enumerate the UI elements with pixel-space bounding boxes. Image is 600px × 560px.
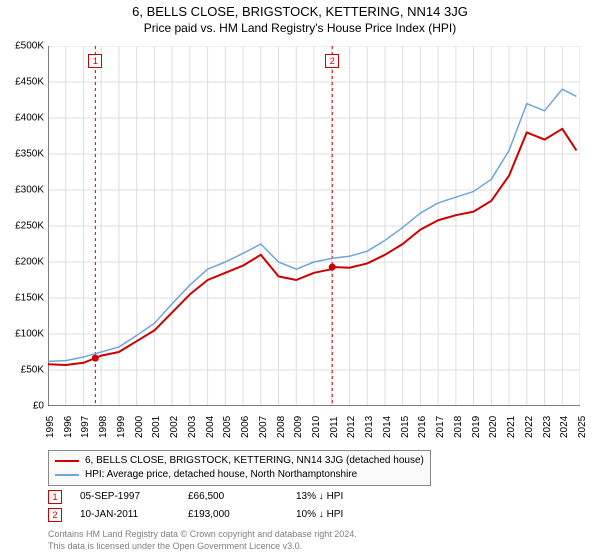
x-tick-label: 2008 xyxy=(276,416,287,438)
chart-marker-label: 2 xyxy=(325,54,339,68)
x-tick-label: 2018 xyxy=(453,416,464,438)
y-tick-label: £400K xyxy=(15,113,44,124)
transaction-delta: 10% ↓ HPI xyxy=(296,506,386,524)
x-tick-label: 2005 xyxy=(222,416,233,438)
x-tick-label: 2020 xyxy=(488,416,499,438)
legend-label: HPI: Average price, detached house, Nort… xyxy=(85,468,357,482)
x-tick-label: 2009 xyxy=(293,416,304,438)
transaction-date: 10-JAN-2011 xyxy=(80,506,170,524)
x-tick-label: 2012 xyxy=(346,416,357,438)
transaction-delta: 13% ↓ HPI xyxy=(296,488,386,506)
x-tick-label: 2025 xyxy=(577,416,588,438)
x-tick-label: 2022 xyxy=(524,416,535,438)
y-tick-label: £0 xyxy=(33,401,44,412)
x-tick-label: 2015 xyxy=(400,416,411,438)
x-tick-label: 1995 xyxy=(45,416,56,438)
titles: 6, BELLS CLOSE, BRIGSTOCK, KETTERING, NN… xyxy=(0,0,600,35)
page-title: 6, BELLS CLOSE, BRIGSTOCK, KETTERING, NN… xyxy=(0,4,600,19)
y-tick-label: £50K xyxy=(21,365,44,376)
x-tick-label: 1999 xyxy=(116,416,127,438)
legend-swatch xyxy=(55,460,79,462)
legend-row: HPI: Average price, detached house, Nort… xyxy=(55,468,424,482)
y-tick-label: £350K xyxy=(15,149,44,160)
x-tick-label: 2002 xyxy=(169,416,180,438)
legend-row: 6, BELLS CLOSE, BRIGSTOCK, KETTERING, NN… xyxy=(55,454,424,468)
transactions-table: 1 05-SEP-1997 £66,500 13% ↓ HPI 2 10-JAN-2011… xyxy=(48,488,386,524)
x-tick-label: 2017 xyxy=(435,416,446,438)
x-tick-label: 2010 xyxy=(311,416,322,438)
x-tick-label: 2019 xyxy=(471,416,482,438)
page-subtitle: Price paid vs. HM Land Registry's House … xyxy=(0,21,600,35)
legend: 6, BELLS CLOSE, BRIGSTOCK, KETTERING, NN… xyxy=(48,450,431,486)
x-tick-label: 2013 xyxy=(364,416,375,438)
x-tick-label: 2004 xyxy=(205,416,216,438)
footer-line-2: This data is licensed under the Open Gov… xyxy=(48,540,357,552)
y-tick-label: £150K xyxy=(15,293,44,304)
footer-line-1: Contains HM Land Registry data © Crown c… xyxy=(48,528,357,540)
x-tick-label: 1996 xyxy=(63,416,74,438)
x-tick-label: 2007 xyxy=(258,416,269,438)
y-axis: £0£50K£100K£150K£200K£250K£300K£350K£400… xyxy=(0,46,48,406)
x-tick-label: 2023 xyxy=(542,416,553,438)
x-tick-label: 2003 xyxy=(187,416,198,438)
legend-label: 6, BELLS CLOSE, BRIGSTOCK, KETTERING, NN… xyxy=(85,454,424,468)
x-tick-label: 2011 xyxy=(329,416,340,438)
x-tick-label: 1998 xyxy=(98,416,109,438)
y-tick-label: £100K xyxy=(15,329,44,340)
y-tick-label: £500K xyxy=(15,41,44,52)
x-tick-label: 2001 xyxy=(151,416,162,438)
x-tick-label: 2014 xyxy=(382,416,393,438)
x-tick-label: 2024 xyxy=(559,416,570,438)
x-tick-label: 2000 xyxy=(134,416,145,438)
y-tick-label: £200K xyxy=(15,257,44,268)
x-tick-label: 1997 xyxy=(80,416,91,438)
x-tick-label: 2021 xyxy=(506,416,517,438)
legend-swatch xyxy=(55,474,79,476)
x-axis: 1995 1996 1997 1998 1999 2000 2001 2002 2003 2004… xyxy=(48,406,580,446)
y-tick-label: £300K xyxy=(15,185,44,196)
chart-container: 6, BELLS CLOSE, BRIGSTOCK, KETTERING, NN… xyxy=(0,0,600,560)
x-tick-label: 2006 xyxy=(240,416,251,438)
footer: Contains HM Land Registry data © Crown c… xyxy=(48,528,357,552)
y-tick-label: £450K xyxy=(15,77,44,88)
transaction-row: 1 05-SEP-1997 £66,500 13% ↓ HPI xyxy=(48,488,386,506)
y-tick-label: £250K xyxy=(15,221,44,232)
transaction-marker: 1 xyxy=(48,490,62,504)
chart-plot-area: 12 xyxy=(48,46,580,406)
transaction-marker: 2 xyxy=(48,508,62,522)
transaction-date: 05-SEP-1997 xyxy=(80,488,170,506)
transaction-row: 2 10-JAN-2011 £193,000 10% ↓ HPI xyxy=(48,506,386,524)
chart-marker-label: 1 xyxy=(88,54,102,68)
transaction-price: £66,500 xyxy=(188,488,278,506)
x-tick-label: 2016 xyxy=(417,416,428,438)
transaction-price: £193,000 xyxy=(188,506,278,524)
